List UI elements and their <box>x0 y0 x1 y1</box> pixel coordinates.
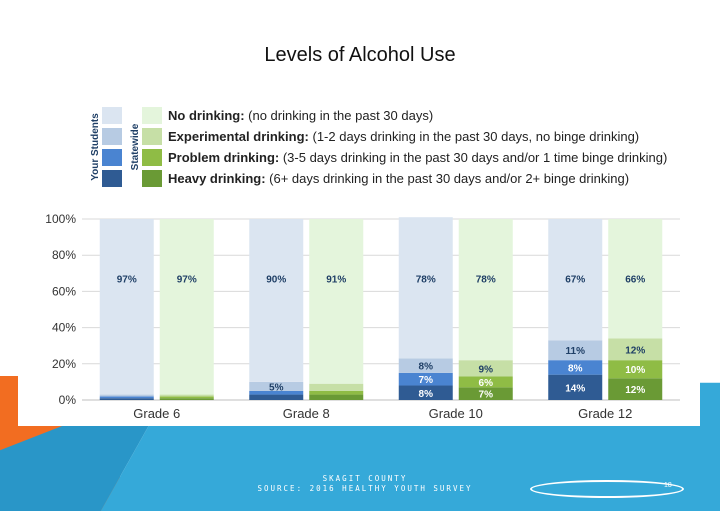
bar-segment-your-students <box>249 381 304 391</box>
bar-segment-statewide <box>458 387 513 400</box>
bar-segment-your-students <box>99 398 154 400</box>
legend-swatch-statewide <box>142 149 162 166</box>
x-category-label: Grade 12 <box>578 406 632 421</box>
x-category-label: Grade 6 <box>133 406 180 421</box>
data-label: 10% <box>625 365 645 376</box>
y-tick-label: 60% <box>52 284 76 298</box>
y-tick-label: 20% <box>52 357 76 371</box>
x-category-label: Grade 8 <box>283 406 330 421</box>
bar-segment-your-students <box>548 374 603 400</box>
bar-segment-your-students <box>548 219 603 341</box>
data-label: 6% <box>479 378 494 389</box>
legend-item-name: Problem drinking: <box>168 150 279 165</box>
bar-segment-your-students <box>398 372 453 386</box>
legend-item-description: (3-5 days drinking in the past 30 days a… <box>279 150 667 165</box>
bar-segment-statewide <box>458 219 513 361</box>
data-label: 91% <box>326 275 346 286</box>
legend-swatch-your-students <box>102 128 122 145</box>
y-tick-label: 0% <box>59 393 77 407</box>
bar-segment-statewide <box>309 390 364 395</box>
data-label: 8% <box>419 362 434 373</box>
bar-segment-your-students <box>249 394 304 400</box>
slide-title: Levels of Alcohol Use <box>264 44 456 66</box>
bar-segment-statewide <box>309 219 364 384</box>
data-label: 12% <box>625 385 645 396</box>
legend-label-statewide: Statewide <box>130 123 141 170</box>
bar-segment-statewide <box>608 219 663 339</box>
legend-item-name: Heavy drinking: <box>168 171 266 186</box>
data-label: 8% <box>568 363 583 374</box>
data-label: 11% <box>566 346 586 357</box>
legend-swatch-statewide <box>142 107 162 124</box>
page-number: 18 <box>664 482 672 489</box>
legend-item-description: (no drinking in the past 30 days) <box>245 108 434 123</box>
bar-segment-statewide <box>159 394 214 397</box>
bar-segment-your-students <box>99 394 154 397</box>
legend-item: Experimental drinking: (1-2 days drinkin… <box>168 129 639 144</box>
legend-swatch-your-students <box>102 107 122 124</box>
legend-item: No drinking: (no drinking in the past 30… <box>168 108 433 123</box>
legend-swatch-your-students <box>102 149 122 166</box>
footer-source: SOURCE: 2016 HEALTHY YOUTH SURVEY <box>257 484 473 493</box>
data-label: 90% <box>266 275 286 286</box>
bar-segment-your-students <box>398 217 453 359</box>
bar-segment-statewide <box>159 396 214 399</box>
data-label: 97% <box>177 275 197 286</box>
legend-swatch-statewide <box>142 128 162 145</box>
footer-county: SKAGIT COUNTY <box>322 474 408 483</box>
bar-segment-your-students <box>398 385 453 400</box>
data-label: 7% <box>479 390 494 401</box>
legend-item-description: (6+ days drinking in the past 30 days an… <box>266 171 630 186</box>
bar-segment-statewide <box>608 378 663 400</box>
bar-segment-your-students <box>99 396 154 399</box>
bar-segment-your-students <box>548 340 603 361</box>
bar-segment-statewide <box>458 376 513 388</box>
bar-segment-your-students <box>99 219 154 395</box>
legend-swatch-statewide <box>142 170 162 187</box>
legend-item: Problem drinking: (3-5 days drinking in … <box>168 150 667 165</box>
y-tick-label: 100% <box>45 212 76 226</box>
y-tick-label: 80% <box>52 248 76 262</box>
data-label: 78% <box>476 275 496 286</box>
alcohol-use-chart: Your Students Statewide No drinking: (no d… <box>45 107 680 421</box>
bar-segment-statewide <box>159 219 214 395</box>
page-number-oval <box>530 480 684 498</box>
legend-label-your-students: Your Students <box>90 113 101 181</box>
legend-item-name: Experimental drinking: <box>168 129 309 144</box>
bar-segment-statewide <box>159 398 214 400</box>
bar-segment-statewide <box>608 360 663 379</box>
data-label: 7% <box>419 375 434 386</box>
bar-segment-your-students <box>249 390 304 395</box>
bar-segment-your-students <box>548 360 603 375</box>
bar-segment-statewide <box>309 383 364 391</box>
slide-footer: SKAGIT COUNTY SOURCE: 2016 HEALTHY YOUTH… <box>250 474 480 494</box>
legend-swatch-your-students <box>102 170 122 187</box>
data-label: 66% <box>625 275 645 286</box>
bar-segment-statewide <box>458 360 513 377</box>
bar-segment-statewide <box>309 394 364 400</box>
data-label: 9% <box>479 364 494 375</box>
data-label: 8% <box>419 389 434 400</box>
data-label: 14% <box>565 383 585 394</box>
data-label: 5% <box>269 382 284 393</box>
legend-item-description: (1-2 days drinking in the past 30 days, … <box>309 129 639 144</box>
data-label: 67% <box>565 275 585 286</box>
data-label: 97% <box>117 275 137 286</box>
data-label: 78% <box>416 275 436 286</box>
chart-panel: Your Students Statewide No drinking: (no d… <box>18 98 700 426</box>
data-label: 12% <box>625 345 645 356</box>
bar-segment-statewide <box>608 338 663 361</box>
legend-item: Heavy drinking: (6+ days drinking in the… <box>168 171 629 186</box>
x-category-label: Grade 10 <box>429 406 483 421</box>
bar-segment-your-students <box>398 358 453 373</box>
legend-item-name: No drinking: <box>168 108 245 123</box>
bar-segment-your-students <box>249 219 304 382</box>
y-tick-label: 40% <box>52 321 76 335</box>
